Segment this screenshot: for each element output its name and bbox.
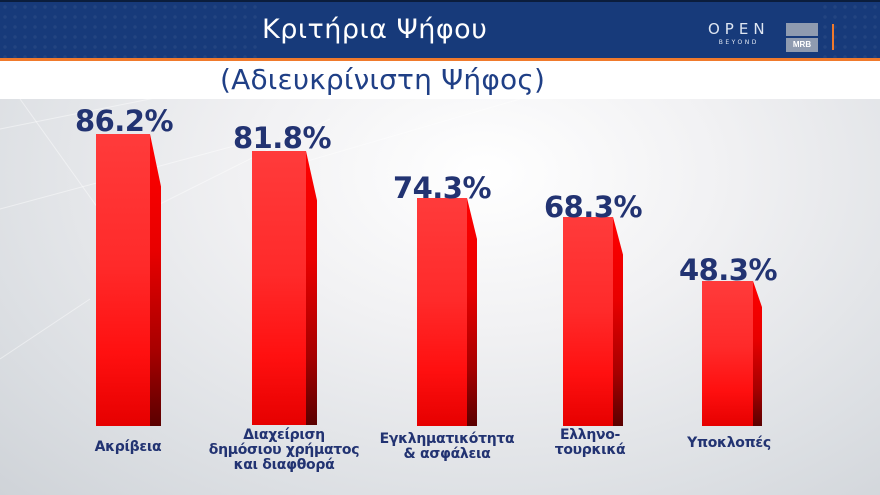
bar-front [252, 151, 306, 425]
value-label: 86.2% [74, 104, 174, 138]
bar-front [96, 134, 150, 426]
value-label: 48.3% [678, 253, 778, 287]
header-dot-pattern-right [820, 2, 880, 58]
logo-divider [832, 24, 834, 50]
category-label-line: και διαφθορά [233, 457, 335, 473]
bar-akriveia [96, 134, 161, 426]
bar-side [753, 281, 762, 426]
bar-front [417, 198, 467, 426]
value-label: 74.3% [392, 171, 492, 205]
category-label-line: Διαχείριση [243, 427, 325, 443]
bar-front [702, 281, 753, 426]
category-label: Υποκλοπές [674, 436, 784, 451]
page-subtitle: (Αδιευκρίνιστη Ψήφος) [220, 63, 546, 96]
bar-ellinotourkika [563, 217, 623, 426]
mrb-logo-top-block [786, 23, 818, 36]
bar-side [150, 134, 161, 426]
category-label-line: Υποκλοπές [687, 435, 771, 451]
bar-egklimatikotita [417, 198, 477, 426]
mrb-logo-text: MRB [786, 38, 818, 52]
category-label-line: Εγκληματικότητα [379, 431, 515, 447]
open-logo-text: OPEN [708, 20, 770, 38]
bar-side [467, 198, 477, 426]
category-label-line: Ελληνο- [559, 427, 621, 443]
beyond-logo-text: BEYOND [718, 39, 759, 46]
bar-diaxeirisi [252, 151, 317, 425]
category-label-line: & ασφάλεια [403, 446, 491, 462]
category-label-line: Ακρίβεια [94, 439, 162, 455]
header-dot-pattern [0, 2, 260, 58]
subtitle-band: (Αδιευκρίνιστη Ψήφος) [0, 61, 880, 99]
bar-ypoklopes [702, 281, 762, 426]
accent-divider [0, 58, 880, 61]
mrb-logo: MRB [786, 23, 818, 52]
bar-side [306, 151, 317, 425]
page-title: Κριτήρια Ψήφου [262, 14, 488, 45]
category-label: Εγκληματικότητα & ασφάλεια [372, 432, 522, 462]
bar-front [563, 217, 613, 426]
header-bar: Κριτήρια Ψήφου OPEN BEYOND MRB [0, 0, 880, 58]
bar-side [613, 217, 623, 426]
category-label: Ακρίβεια [68, 440, 188, 455]
value-label: 81.8% [232, 121, 332, 155]
open-beyond-logo: OPEN BEYOND [708, 22, 770, 47]
value-label: 68.3% [543, 190, 643, 224]
category-label: Ελληνο- τουρκικά [540, 428, 640, 458]
category-label: Διαχείριση δημόσιου χρήματος και διαφθορ… [200, 428, 368, 473]
category-label-line: δημόσιου χρήματος [208, 442, 360, 458]
category-label-line: τουρκικά [554, 442, 626, 458]
